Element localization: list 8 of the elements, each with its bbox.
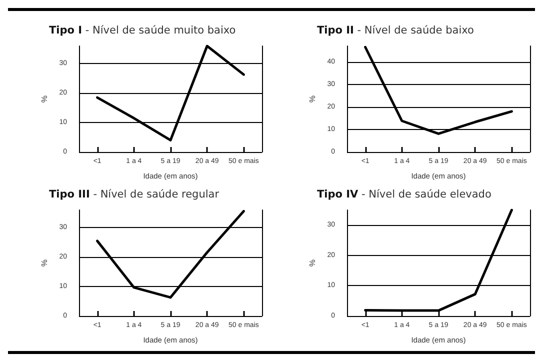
y-axis-title: % bbox=[40, 259, 49, 267]
chart-title: Tipo II - Nível de saúde baixo bbox=[317, 24, 474, 36]
y-axis-title: % bbox=[308, 259, 317, 267]
chart-title: Tipo IV - Nível de saúde elevado bbox=[317, 188, 492, 200]
y-axis-title: % bbox=[40, 95, 49, 103]
chart-title: Tipo III - Nível de saúde regular bbox=[49, 188, 220, 200]
y-axis-title: % bbox=[308, 95, 317, 103]
chart-title: Tipo I - Nível de saúde muito baixo bbox=[49, 24, 236, 36]
